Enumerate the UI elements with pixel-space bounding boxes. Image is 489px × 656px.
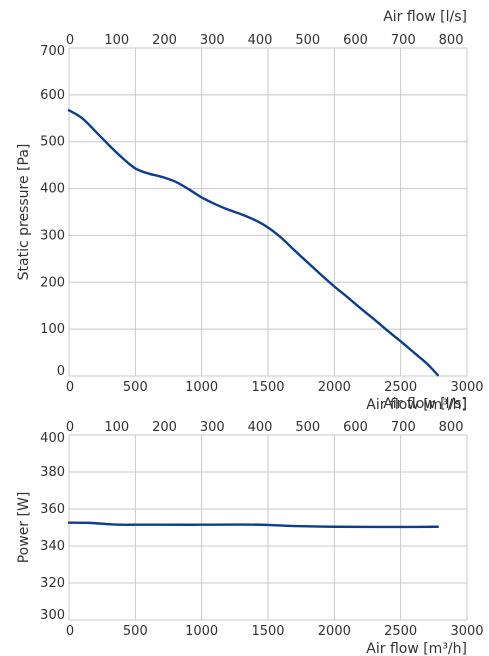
y-axis-title: Power [W] [16,492,32,564]
y-tick-label: 600 [40,88,65,103]
x-tick-label: 2000 [318,380,351,395]
y-tick-label: 300 [40,228,65,243]
y-tick-label: 400 [40,431,65,446]
series-line [67,109,440,377]
y-tick-label: 100 [40,322,65,337]
power-chart: 0 500 1000 1500 2000 2500 30003003203403603804… [16,396,484,656]
x-tick-label: 1000 [185,624,218,639]
x2-tick-label: 400 [248,420,273,435]
x2-tick-label: 400 [248,33,273,48]
x2-tick-label: 700 [391,420,416,435]
y-tick-label: 400 [40,182,65,197]
x2-tick-label: 200 [152,33,177,48]
x-tick-label: 2000 [318,624,351,639]
x2-tick-label: 0 [66,420,74,435]
y-tick-label: 320 [40,576,65,591]
x-tick-label: 3000 [450,380,483,395]
y-tick-label: 340 [40,539,65,554]
x-tick-label: 2500 [384,624,417,639]
y-tick-label: 380 [40,465,65,480]
x-tick-label: 1500 [251,624,284,639]
series-line [67,521,440,529]
x-tick-label: 2500 [384,380,417,395]
x2-tick-label: 600 [343,420,368,435]
x2-tick-label: 300 [200,420,225,435]
y-tick-label: 500 [40,135,65,150]
y-tick-label: 300 [40,608,65,623]
x2-tick-label: 100 [104,420,129,435]
x-tick-label: 1500 [251,380,284,395]
y-tick-label: 700 [40,44,65,59]
x2-tick-label: 100 [104,33,129,48]
y-axis-title: Static pressure [Pa] [16,144,32,281]
x2-tick-label: 800 [439,33,464,48]
x2-axis-title: Air flow [l/s] [383,9,467,25]
x2-tick-label: 0 [66,33,74,48]
x-tick-label: 0 [66,380,74,395]
x-axis-title: Air flow [m³/h] [366,641,467,656]
x-tick-label: 1000 [185,380,218,395]
x2-tick-label: 200 [152,420,177,435]
static-pressure-chart: 0 500 1000 1500 2000 2500 30000100200300400500… [16,9,484,413]
x2-tick-label: 500 [295,420,320,435]
x2-tick-label: 600 [343,33,368,48]
y-tick-label: 200 [40,275,65,290]
x-axis-title: Air flow [m³/h] [366,397,467,413]
x2-tick-label: 800 [439,420,464,435]
x-tick-label: 0 [66,624,74,639]
x-tick-label: 500 [123,380,148,395]
x2-tick-label: 300 [200,33,225,48]
y-tick-label: 0 [57,364,65,379]
y-tick-label: 360 [40,502,65,517]
x-tick-label: 500 [123,624,148,639]
x-tick-label: 3000 [450,624,483,639]
x2-axis-title: Air flow [l/s] [383,396,467,412]
x2-tick-label: 700 [391,33,416,48]
x2-tick-label: 500 [295,33,320,48]
